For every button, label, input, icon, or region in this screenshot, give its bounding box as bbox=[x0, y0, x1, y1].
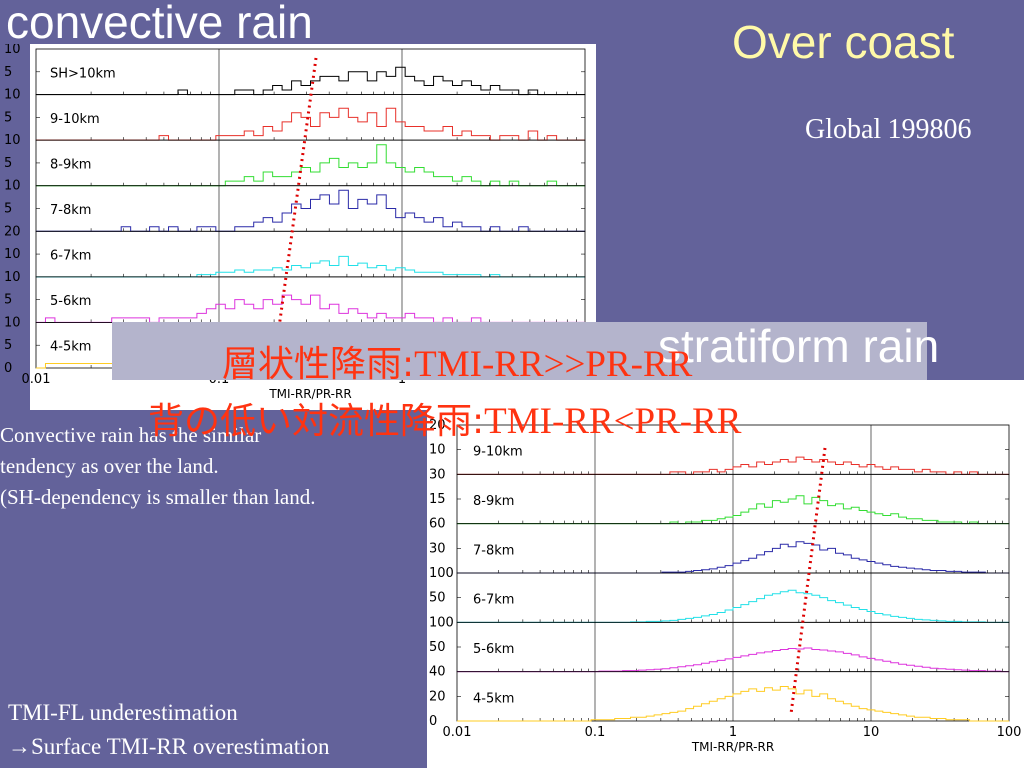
x-tick-label: 10 bbox=[863, 725, 880, 740]
x-axis-label: TMI-RR/PR-RR bbox=[268, 387, 351, 401]
figure-background bbox=[427, 380, 1024, 768]
title-over-coast: Over coast bbox=[732, 16, 955, 68]
stratiform-title-band bbox=[112, 322, 927, 380]
y-tick-label-mid: 5 bbox=[4, 202, 12, 217]
x-tick-label: 0.1 bbox=[585, 725, 606, 740]
convective-notes: Convective rain has the similar tendency… bbox=[0, 420, 316, 513]
jp-shallow-convective-annotation: 背の低い対流性降雨:TMI-RR<PR-RR bbox=[148, 400, 741, 444]
x-tick-label: 0.01 bbox=[443, 725, 472, 740]
y-tick-label-zero: 0 bbox=[4, 361, 12, 376]
panel-label: 6-7km bbox=[50, 249, 91, 264]
y-tick-label-max: 40 bbox=[429, 665, 446, 680]
title-stratiform-rain: stratiform rain bbox=[658, 320, 940, 372]
y-tick-label-mid: 10 bbox=[4, 247, 21, 262]
title-convective-rain: convective rain bbox=[6, 0, 313, 48]
y-tick-label-mid: 10 bbox=[429, 443, 446, 458]
jp-stratiform-formula: TMI-RR>>PR-RR bbox=[414, 344, 693, 385]
y-tick-label-mid: 5 bbox=[4, 338, 12, 353]
y-tick-label-mid: 50 bbox=[429, 591, 446, 606]
global-word: Global bbox=[805, 114, 882, 145]
x-tick-label: 1 bbox=[729, 725, 737, 740]
global-date: 199806 bbox=[887, 114, 972, 145]
y-tick-label-mid: 50 bbox=[429, 640, 446, 655]
panel-label: 6-7km bbox=[473, 593, 514, 608]
histogram-5-6km bbox=[457, 647, 1009, 673]
panel-label: 9-10km bbox=[50, 112, 100, 127]
y-tick-label-max: 10 bbox=[4, 315, 21, 330]
y-tick-label-max: 10 bbox=[4, 133, 21, 148]
histogram-7-8km bbox=[36, 189, 585, 232]
y-tick-label-mid: 30 bbox=[429, 541, 446, 556]
panel-label: 4-5km bbox=[50, 340, 91, 355]
y-tick-label-max: 10 bbox=[4, 88, 21, 103]
panel-label: SH>10km bbox=[50, 66, 116, 81]
label-global-date: Global 199806 bbox=[805, 114, 971, 146]
panel-label: 5-6km bbox=[50, 294, 91, 309]
panel-label: 9-10km bbox=[473, 445, 523, 460]
notes-line-2: tendency as over the land. bbox=[0, 454, 219, 478]
jp-shallow-formula: TMI-RR<PR-RR bbox=[484, 401, 742, 442]
x-tick-label: 100 bbox=[997, 725, 1022, 740]
panel-label: 8-9km bbox=[50, 157, 91, 172]
y-tick-label-max: 100 bbox=[429, 615, 454, 630]
trend-dotted-line bbox=[789, 447, 827, 715]
notes-line-3: (SH-dependency is smaller than land. bbox=[0, 485, 316, 509]
y-tick-label-mid: 5 bbox=[4, 110, 12, 125]
notes-line-1: Convective rain has the similar bbox=[0, 423, 262, 447]
jp-stratiform-text: 層状性降雨: bbox=[222, 344, 415, 385]
y-tick-label-mid: 5 bbox=[4, 65, 12, 80]
x-axis-label: TMI-RR/PR-RR bbox=[691, 740, 774, 754]
panel-label: 5-6km bbox=[473, 642, 514, 657]
y-tick-label-mid: 5 bbox=[4, 156, 12, 171]
y-tick-label-max: 20 bbox=[429, 418, 446, 433]
y-tick-label-max: 10 bbox=[4, 270, 21, 285]
y-tick-label-max: 20 bbox=[4, 224, 21, 239]
x-tick-label: 0.01 bbox=[22, 372, 51, 387]
y-tick-label-max: 100 bbox=[429, 566, 454, 581]
jp-shallow-text: 背の低い対流性降雨: bbox=[148, 401, 485, 442]
y-tick-label-mid: 5 bbox=[4, 293, 12, 308]
y-tick-label-max: 30 bbox=[429, 467, 446, 482]
jp-stratiform-annotation: 層状性降雨:TMI-RR>>PR-RR bbox=[222, 343, 692, 387]
y-tick-label-max: 10 bbox=[4, 179, 21, 194]
tmi-rr-note: →Surface TMI-RR overestimation bbox=[8, 734, 330, 759]
y-tick-label-mid: 15 bbox=[429, 492, 446, 507]
y-tick-label-zero: 0 bbox=[429, 714, 437, 729]
panel-label: 7-8km bbox=[473, 543, 514, 558]
panel-label: 8-9km bbox=[473, 494, 514, 509]
y-tick-label-mid: 20 bbox=[429, 689, 446, 704]
y-tick-label-max: 10 bbox=[4, 44, 21, 57]
tmi-fl-note: TMI-FL underestimation bbox=[8, 700, 238, 725]
tmi-notes: TMI-FL underestimation →Surface TMI-RR o… bbox=[8, 696, 330, 764]
panel-label: 7-8km bbox=[50, 203, 91, 218]
panel-label: 4-5km bbox=[473, 691, 514, 706]
histogram-4-5km bbox=[457, 685, 1009, 722]
y-tick-label-max: 60 bbox=[429, 517, 446, 532]
